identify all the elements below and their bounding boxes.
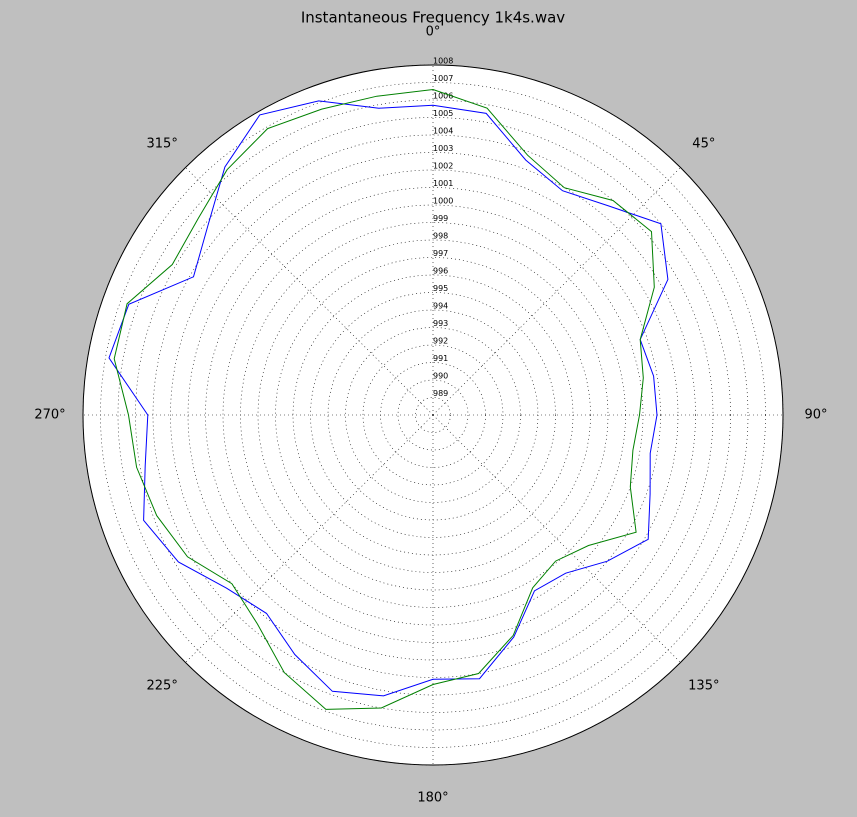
r-tick-label: 1007: [433, 74, 453, 83]
grid-circle: [397, 379, 469, 451]
r-tick-label: 989: [433, 389, 448, 398]
r-tick-label: 996: [433, 267, 448, 276]
chart-title: Instantaneous Frequency 1k4s.wav: [301, 9, 565, 27]
r-tick-label: 1000: [433, 197, 453, 206]
grid-circle: [117, 99, 749, 731]
theta-tick-label: 180°: [417, 791, 448, 806]
grid-circle: [135, 117, 731, 713]
grid-circle: [257, 239, 609, 591]
grid-circle: [310, 292, 556, 538]
grid-circle: [362, 344, 504, 486]
r-tick-label: 993: [433, 319, 448, 328]
grid-circle: [275, 257, 591, 573]
r-tick-label: 1003: [433, 144, 453, 153]
r-tick-label: 1004: [433, 127, 453, 136]
theta-tick-label: 270°: [34, 408, 65, 423]
theta-tick-label: 45°: [692, 137, 715, 152]
r-tick-label: 997: [433, 249, 448, 258]
grid-circle: [415, 397, 451, 433]
r-tick-label: 991: [433, 354, 448, 363]
grid-circle: [170, 152, 696, 678]
theta-tick-label: 135°: [688, 678, 719, 693]
r-tick-label: 1008: [433, 57, 453, 66]
theta-tick-label: 225°: [147, 678, 178, 693]
r-tick-label: 992: [433, 337, 448, 346]
theta-tick-label: 90°: [804, 408, 827, 423]
r-tick-label: 1001: [433, 179, 453, 188]
grid-circle: [222, 204, 644, 626]
r-tick-label: 1005: [433, 109, 453, 118]
theta-tick-label: 0°: [426, 25, 441, 40]
r-tick-label: 1002: [433, 162, 453, 171]
series-line: [108, 100, 669, 697]
series-line: [113, 88, 655, 710]
theta-tick-label: 315°: [147, 137, 178, 152]
grid-circle: [82, 64, 784, 766]
r-tick-label: 999: [433, 214, 448, 223]
r-tick-label: 994: [433, 302, 448, 311]
r-tick-label: 995: [433, 284, 448, 293]
r-tick-label: 998: [433, 232, 448, 241]
grid-circle: [205, 187, 661, 643]
r-tick-label: 990: [433, 372, 448, 381]
grid-circle: [345, 327, 521, 503]
r-tick-label: 1006: [433, 92, 453, 101]
